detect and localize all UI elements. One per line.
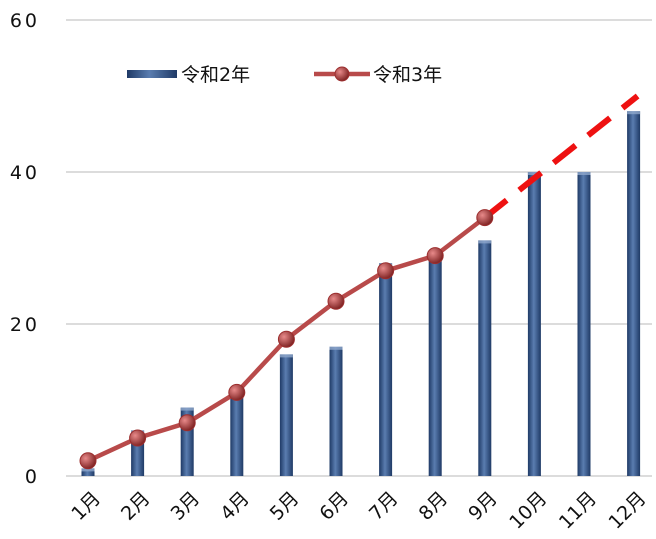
bar-cap [81, 468, 95, 472]
line-point [476, 209, 494, 227]
bar [329, 346, 343, 476]
line-series [79, 93, 640, 470]
bar-series [81, 111, 641, 476]
x-tick-label: 10月 [505, 487, 551, 533]
bar-cap [577, 172, 591, 175]
x-tick-label: 1月 [67, 487, 105, 525]
y-tick-label: 40 [10, 162, 40, 184]
bar-cap [180, 407, 194, 411]
bar-cap [627, 111, 641, 115]
line-point [129, 429, 147, 447]
grid-lines [66, 19, 652, 477]
legend-label-bar: 令和2年 [181, 64, 250, 86]
bar-cap [527, 172, 541, 175]
bar [577, 172, 591, 476]
line-point [178, 414, 196, 432]
bar [428, 255, 442, 476]
x-tick-label: 4月 [216, 487, 254, 525]
line-point [426, 247, 444, 265]
y-tick-label: 0 [25, 466, 40, 488]
bar [379, 263, 393, 476]
x-tick-label: 5月 [266, 487, 304, 525]
projection-line [482, 93, 640, 220]
bar-cap [279, 354, 293, 358]
line-point [79, 452, 97, 470]
bar-cap [478, 240, 492, 244]
legend-swatch-bar [127, 70, 177, 78]
bar [81, 468, 95, 476]
y-axis-labels: 0 20 40 60 [10, 10, 40, 488]
x-tick-label: 2月 [117, 487, 155, 525]
x-tick-label: 11月 [555, 487, 601, 533]
line-point [377, 262, 395, 280]
line-point [228, 383, 246, 401]
x-tick-label: 8月 [415, 487, 453, 525]
legend: 令和2年 令和3年 [127, 64, 442, 86]
bar [478, 240, 492, 476]
x-tick-label: 6月 [315, 487, 353, 525]
x-tick-label: 12月 [604, 487, 650, 533]
x-axis-labels: 1月 2月 3月 4月 5月 6月 7月 8月 9月 10月 11月 12月 [67, 487, 650, 533]
legend-label-line: 令和3年 [373, 64, 442, 86]
legend-swatch-marker [334, 66, 350, 82]
bar [230, 392, 244, 476]
bar-cap [329, 346, 343, 350]
y-tick-label: 60 [10, 10, 40, 32]
line-point [327, 292, 345, 310]
line-point [277, 330, 295, 348]
y-tick-label: 20 [10, 314, 40, 336]
x-tick-label: 3月 [167, 487, 205, 525]
bar [527, 172, 541, 476]
bar [627, 111, 641, 476]
bar [279, 354, 293, 476]
x-tick-label: 7月 [365, 487, 403, 525]
x-tick-label: 9月 [464, 487, 502, 525]
